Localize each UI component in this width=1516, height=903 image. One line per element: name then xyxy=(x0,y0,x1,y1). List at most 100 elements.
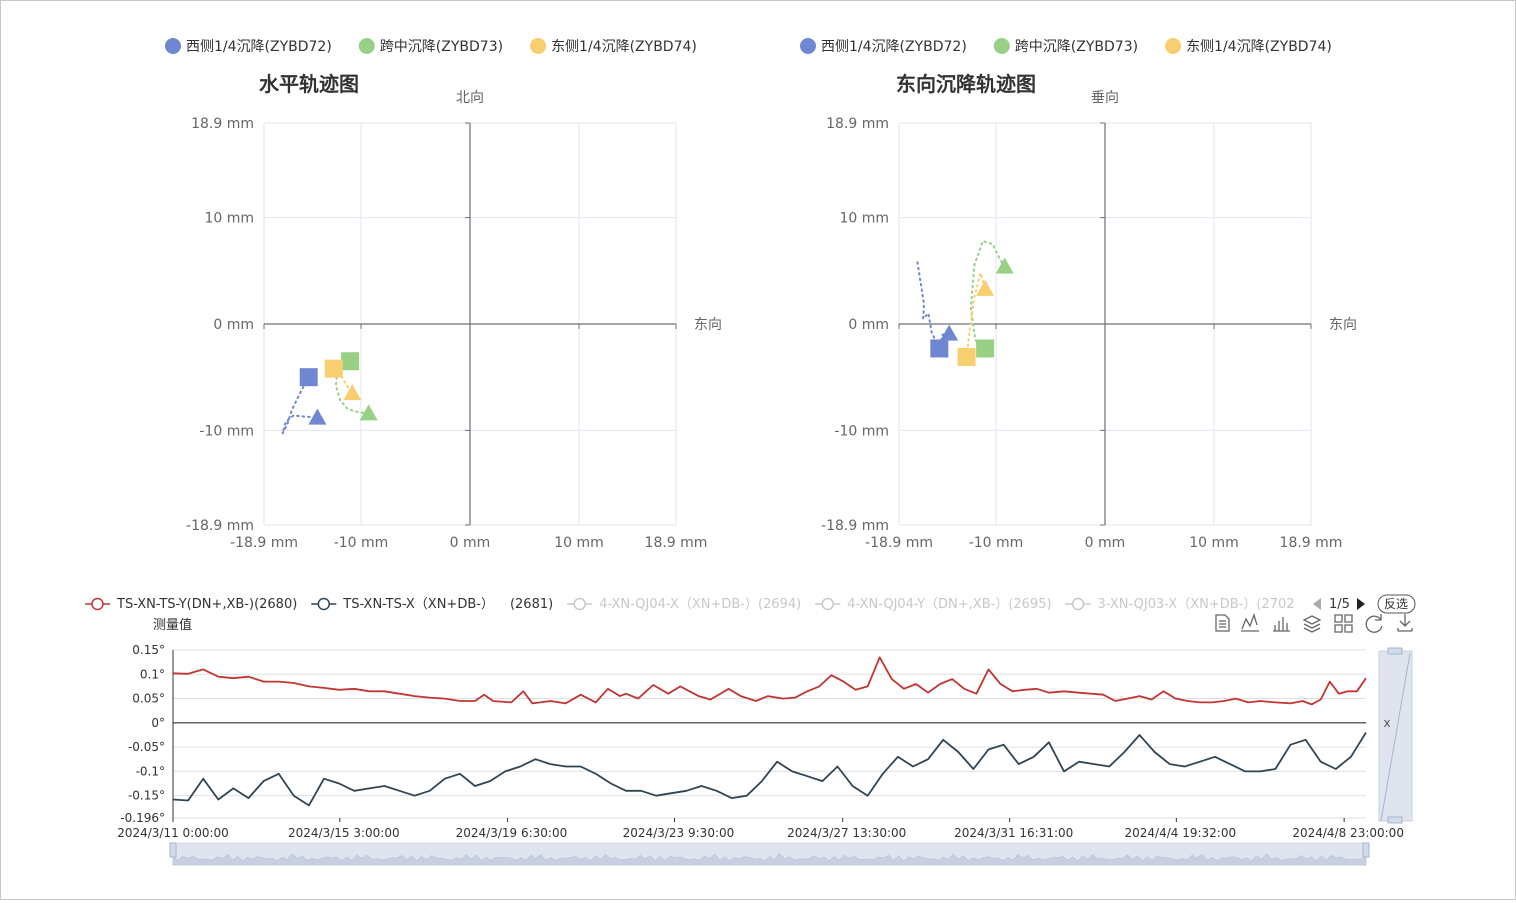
x-tick-label: 2024/3/19 6:30:00 xyxy=(456,826,568,840)
start-marker-1[interactable] xyxy=(976,339,995,358)
legend-label: 西侧1/4沉降(ZYBD72) xyxy=(821,39,967,55)
legend-label: 东侧1/4沉降(ZYBD74) xyxy=(551,39,697,55)
x-tick-label: 0 mm xyxy=(1085,535,1126,551)
slider-handle-left[interactable] xyxy=(169,842,177,858)
y-tick-label: 0 mm xyxy=(213,317,254,333)
legend-circle xyxy=(91,597,104,611)
legend-circle xyxy=(573,597,586,611)
end-marker-2[interactable] xyxy=(976,279,995,296)
y-tick-label: -18.9 mm xyxy=(821,518,889,534)
series-path-2 xyxy=(965,269,987,358)
y-zoom-handle-top[interactable] xyxy=(1387,647,1403,655)
pager-text: 1/5 xyxy=(1329,597,1350,612)
x-tick-label: 18.9 mm xyxy=(1280,535,1343,551)
pager-prev-icon[interactable] xyxy=(1313,598,1321,610)
legend-item[interactable]: 跨中沉降(ZYBD73) xyxy=(358,38,503,55)
y-tick-label: -10 mm xyxy=(199,423,254,439)
y-tick-label: -0.196° xyxy=(120,811,165,825)
stack-icon[interactable] xyxy=(1302,615,1322,633)
legend-circle xyxy=(821,597,834,611)
line-legend-item-3[interactable]: 4-XN-QJ04-Y（DN+,XB-）(2695) xyxy=(815,597,1052,612)
line-legend-item-4[interactable]: 3-XN-QJ03-X（XN+DB-）(2702 xyxy=(1065,597,1295,612)
x-tick-label: 2024/4/4 19:32:00 xyxy=(1125,826,1237,840)
y-zoom-label: x xyxy=(1383,716,1390,730)
legend-label: 跨中沉降(ZYBD73) xyxy=(380,39,503,55)
y-tick-label: -18.9 mm xyxy=(186,518,254,534)
legend-marker-2 xyxy=(1165,38,1182,54)
y-data-zoom[interactable]: x xyxy=(1378,647,1413,824)
x-tick-label: 18.9 mm xyxy=(645,535,708,551)
data-view-icon[interactable] xyxy=(1215,614,1230,632)
x-tick-label: -18.9 mm xyxy=(230,535,298,551)
end-marker-2[interactable] xyxy=(343,384,362,401)
series-path-0 xyxy=(281,376,319,434)
legend-item[interactable]: 西侧1/4沉降(ZYBD72) xyxy=(800,38,967,55)
y-tick-label: 0 mm xyxy=(848,317,889,333)
y-tick-label: 0° xyxy=(151,716,165,730)
legend-circle xyxy=(1071,597,1085,611)
restore-icon[interactable] xyxy=(1365,614,1383,633)
legend-label: TS-XN-TS-Y(DN+,XB-)(2680) xyxy=(116,597,297,612)
legend-marker-1 xyxy=(993,38,1010,54)
y-tick-label: 18.9 mm xyxy=(191,116,254,132)
y-axis-name: 北向 xyxy=(456,90,484,106)
start-marker-0[interactable] xyxy=(299,368,318,387)
x-axis-name: 东向 xyxy=(1329,317,1357,333)
end-marker-1[interactable] xyxy=(359,404,378,421)
y-tick-label: 0.15° xyxy=(132,643,165,657)
legend-label: 4-XN-QJ04-Y（DN+,XB-）(2695) xyxy=(847,597,1051,612)
end-marker-0[interactable] xyxy=(308,408,327,425)
y-tick-label: 10 mm xyxy=(204,211,254,227)
y-tick-label: 18.9 mm xyxy=(826,116,889,132)
invert-button-bg xyxy=(1377,594,1416,614)
line-legend-item-1[interactable]: TS-XN-TS-X（XN+DB-） (2681) xyxy=(311,597,553,612)
x-tick-label: 2024/3/11 0:00:00 xyxy=(117,826,229,840)
slider-sparkline xyxy=(172,853,1367,866)
x-tick-label: -10 mm xyxy=(969,535,1024,551)
legend-marker-0 xyxy=(800,38,816,54)
horizontal-trajectory-chart: 西侧1/4沉降(ZYBD72) 跨中沉降(ZYBD73) 东侧1/4沉降(ZYBD7… xyxy=(165,38,722,551)
line-series-0 xyxy=(172,656,1367,706)
y-tick-label: 10 mm xyxy=(839,211,889,227)
x-axis-name: 东向 xyxy=(694,317,722,333)
legend-label: 跨中沉降(ZYBD73) xyxy=(1015,39,1138,55)
end-marker-0[interactable] xyxy=(940,324,959,341)
y-axis-name: 测量值 xyxy=(153,617,192,633)
series-path-1 xyxy=(969,239,1006,350)
slider-handle-right[interactable] xyxy=(1362,842,1370,858)
line-chart-legend: TS-XN-TS-Y(DN+,XB-)(2680) TS-XN-TS-X（XN+D… xyxy=(85,594,1416,614)
x-tick-label: 10 mm xyxy=(554,535,604,551)
save-image-icon[interactable] xyxy=(1397,614,1413,632)
end-marker-1[interactable] xyxy=(995,257,1014,274)
start-marker-0[interactable] xyxy=(930,339,949,358)
x-tick-label: 2024/4/8 23:00:00 xyxy=(1292,826,1404,840)
y-zoom-handle-bottom[interactable] xyxy=(1387,816,1403,824)
legend-label: 4-XN-QJ04-X（XN+DB-）(2694) xyxy=(599,597,801,612)
legend-marker-1 xyxy=(358,38,375,54)
chart-title: 水平轨迹图 xyxy=(259,72,359,96)
line-chart-icon[interactable] xyxy=(1241,612,1259,632)
start-marker-1[interactable] xyxy=(341,352,360,371)
bar-chart-icon[interactable] xyxy=(1273,617,1290,632)
pager-next-icon[interactable] xyxy=(1357,598,1365,610)
x-tick-label: 2024/3/27 13:30:00 xyxy=(787,826,906,840)
line-legend-item-2[interactable]: 4-XN-QJ04-X（XN+DB-）(2694) xyxy=(567,597,801,612)
x-tick-label: -10 mm xyxy=(334,535,389,551)
start-marker-2[interactable] xyxy=(324,359,343,378)
legend-item[interactable]: 东侧1/4沉降(ZYBD74) xyxy=(530,38,697,55)
legend-label: 东侧1/4沉降(ZYBD74) xyxy=(1186,39,1332,55)
legend-item[interactable]: 跨中沉降(ZYBD73) xyxy=(993,38,1138,55)
legend-item[interactable]: 西侧1/4沉降(ZYBD72) xyxy=(165,38,332,55)
line-legend-item-0[interactable]: TS-XN-TS-Y(DN+,XB-)(2680) xyxy=(85,597,297,612)
tiled-icon[interactable] xyxy=(1334,614,1353,633)
invert-selection-button[interactable]: 反选 xyxy=(1377,594,1416,614)
line-series-1 xyxy=(172,732,1367,807)
y-zoom-diagonal xyxy=(1380,652,1411,822)
legend-label: 3-XN-QJ03-X（XN+DB-）(2702 xyxy=(1098,597,1295,612)
legend-item[interactable]: 东侧1/4沉降(ZYBD74) xyxy=(1165,38,1332,55)
data-zoom-slider[interactable] xyxy=(169,842,1370,866)
x-tick-label: 2024/3/31 16:31:00 xyxy=(954,826,1073,840)
start-marker-2[interactable] xyxy=(957,347,976,366)
